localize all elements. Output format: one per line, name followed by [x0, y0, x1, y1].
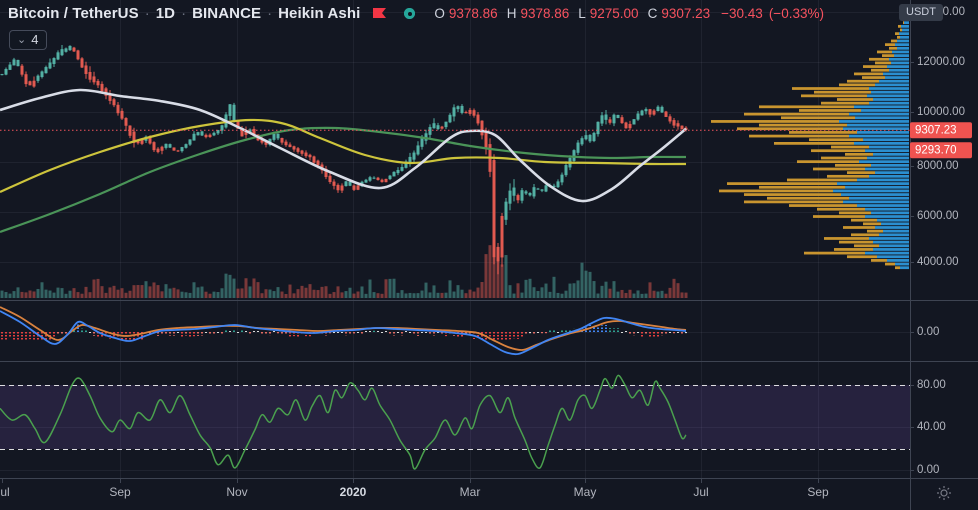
close-value: 9307.23 [661, 6, 711, 21]
last-price-badge: 9307.23 [910, 122, 972, 138]
time-axis[interactable]: Jul Sep Nov 2020 Mar May Jul Sep [0, 479, 910, 510]
chart-style-label[interactable]: Heikin Ashi [278, 5, 361, 22]
low-label: L [578, 6, 586, 21]
high-value: 9378.86 [520, 6, 570, 21]
high-label: H [506, 6, 517, 21]
indicators-count: 4 [31, 32, 39, 47]
time-axis-label: Sep [807, 485, 829, 499]
currency-unit-button[interactable]: USDT [899, 4, 943, 21]
exchange-label[interactable]: BINANCE [192, 5, 262, 22]
flag-icon[interactable] [373, 7, 387, 20]
price-axis-label: 4000.00 [917, 256, 959, 268]
price-axis-label: 8000.00 [917, 160, 959, 172]
legend-separator: · [267, 5, 273, 22]
price-axis[interactable]: 14000.0012000.0010000.008000.006000.0040… [910, 0, 978, 478]
price-axis-label: 6000.00 [917, 210, 959, 222]
oscillator-axis-label: 0.00 [917, 464, 940, 476]
legend-separator: · [181, 5, 187, 22]
last-price-badge: 9293.70 [910, 142, 972, 158]
close-label: C [647, 6, 658, 21]
interval-label[interactable]: 1D [155, 5, 176, 22]
ohlc-values: O 9378.86 H 9378.86 L 9275.00 C 9307.23 −30.… [434, 6, 824, 21]
change-value: −30.43 [721, 6, 763, 21]
indicators-collapse-button[interactable]: ⌄ 4 [9, 30, 48, 50]
time-axis-label: Jul [693, 485, 709, 499]
macd-axis-label: 0.00 [917, 326, 940, 338]
time-axis-label: May [573, 485, 597, 499]
time-axis-label: Sep [109, 485, 131, 499]
open-value: 9378.86 [448, 6, 498, 21]
settings-icon[interactable] [936, 485, 952, 506]
oscillator-axis-label: 40.00 [917, 421, 946, 433]
change-percent: (−0.33%) [768, 6, 824, 21]
symbol-title[interactable]: Bitcoin / TetherUS [8, 5, 139, 22]
price-axis-label: 10000.00 [917, 106, 965, 118]
time-axis-label: 2020 [339, 485, 367, 499]
open-label: O [434, 6, 445, 21]
time-axis-label: Jul [0, 485, 10, 499]
symbol-legend: Bitcoin / TetherUS · 1D · BINANCE · Heik… [8, 5, 824, 22]
market-status-dot [404, 8, 416, 19]
oscillator-axis-label: 80.00 [917, 379, 946, 391]
legend-separator: · [144, 5, 150, 22]
time-axis-label: Nov [226, 485, 248, 499]
time-axis-label: Mar [459, 485, 481, 499]
price-axis-label: 12000.00 [917, 56, 965, 68]
chevron-down-icon: ⌄ [17, 33, 27, 46]
low-value: 9275.00 [589, 6, 639, 21]
